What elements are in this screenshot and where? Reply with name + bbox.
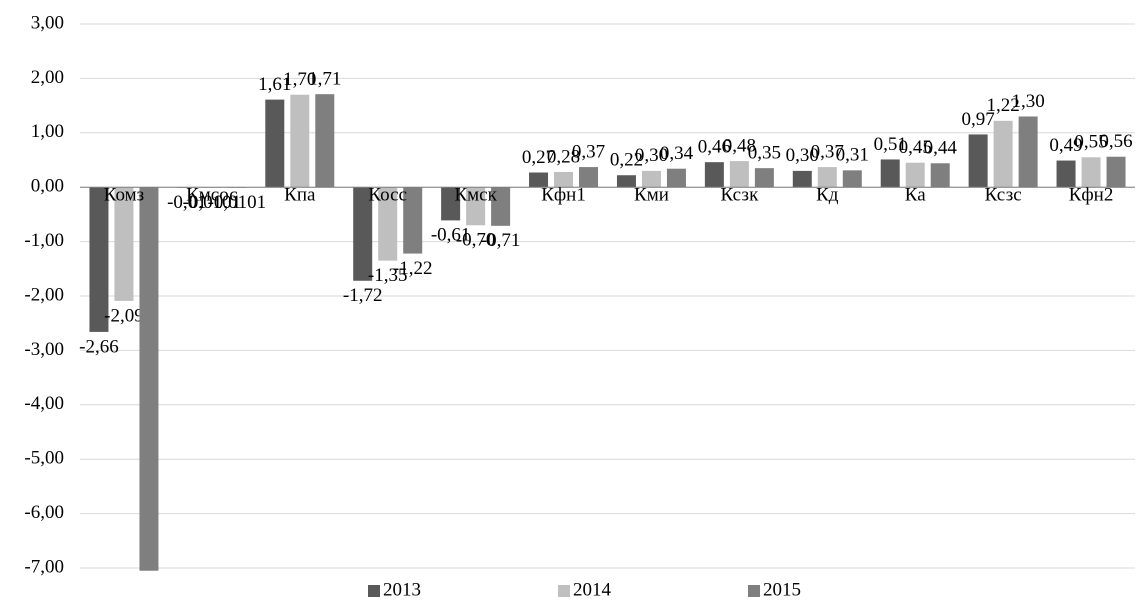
data-label: 0,51	[874, 134, 907, 155]
data-label: 0,56	[1099, 131, 1132, 152]
x-tick-label: Кпа	[284, 185, 316, 206]
bar	[641, 170, 661, 188]
y-tick-label: 0,00	[31, 176, 64, 197]
x-tick-label: Кмсос	[186, 185, 238, 206]
bar	[729, 161, 749, 188]
data-label: -1,35	[368, 265, 408, 286]
data-label: -1,22	[393, 258, 433, 279]
data-label: 1,61	[258, 74, 291, 95]
bar	[114, 187, 134, 301]
bar	[1018, 116, 1038, 188]
x-tick-label: Ксзк	[720, 185, 759, 206]
bar	[880, 159, 900, 188]
data-label: 0,31	[836, 145, 869, 166]
data-label: -0,61	[431, 225, 471, 246]
data-label: 0,46	[698, 137, 731, 158]
bar	[491, 187, 511, 226]
bar	[817, 167, 837, 188]
x-tick-label: Косс	[368, 185, 407, 206]
legend-swatch	[368, 585, 380, 597]
data-label: 1,22	[987, 95, 1020, 116]
data-label: 0,34	[660, 143, 694, 164]
y-tick-label: -2,00	[24, 284, 64, 305]
legend-label: 2013	[383, 579, 421, 600]
y-tick-label: -6,00	[24, 502, 64, 523]
data-label: 1,30	[1012, 91, 1045, 112]
bar	[265, 99, 285, 188]
bar	[968, 134, 988, 188]
data-label: 0,37	[572, 141, 605, 162]
bar	[930, 163, 950, 188]
bar	[315, 94, 335, 188]
bar	[1056, 160, 1076, 188]
bar	[139, 187, 159, 571]
data-label: 0,55	[1074, 132, 1107, 153]
bar	[666, 168, 686, 188]
data-label: 0,48	[723, 135, 756, 156]
x-tick-label: Кми	[634, 185, 669, 206]
x-tick-label: Кфн1	[541, 185, 586, 206]
legend-swatch	[748, 585, 760, 597]
x-tick-label: Комз	[104, 185, 144, 206]
data-label: 0,27	[522, 147, 555, 168]
bar	[89, 187, 109, 332]
y-tick-label: 3,00	[31, 12, 64, 33]
data-label: -1,72	[343, 285, 383, 306]
data-label: -2,09	[104, 305, 144, 326]
data-label: 0,28	[547, 146, 580, 167]
y-tick-label: 1,00	[31, 121, 64, 142]
bar	[290, 94, 310, 188]
bar	[529, 172, 549, 188]
bar	[792, 170, 812, 188]
data-label: 0,30	[786, 145, 819, 166]
bar	[905, 162, 925, 188]
data-label: 0,35	[748, 143, 781, 164]
x-tick-label: Кд	[816, 185, 839, 206]
data-label: 0,30	[635, 145, 668, 166]
data-label: -0,71	[481, 230, 521, 251]
bar	[993, 120, 1013, 188]
bar	[554, 171, 574, 188]
data-label: -0,70	[456, 230, 496, 251]
data-label: 0,97	[962, 109, 995, 130]
data-label: 0,44	[924, 138, 958, 159]
legend-label: 2015	[763, 579, 801, 600]
bar	[579, 167, 599, 188]
bar	[842, 170, 862, 188]
bar	[441, 187, 461, 221]
y-tick-label: 2,00	[31, 67, 64, 88]
bar	[466, 187, 486, 226]
x-tick-label: Кфн2	[1069, 185, 1114, 206]
y-tick-label: -3,00	[24, 339, 64, 360]
bar	[378, 187, 398, 261]
bar	[353, 187, 373, 281]
bar	[403, 187, 423, 254]
legend-swatch	[558, 585, 570, 597]
y-tick-label: -1,00	[24, 230, 64, 251]
bar	[616, 175, 636, 188]
data-label: 1,70	[283, 69, 316, 90]
data-label: -2,66	[79, 336, 119, 357]
x-tick-label: Ка	[905, 185, 926, 206]
data-label: 1,71	[308, 69, 341, 90]
y-tick-label: -7,00	[24, 556, 64, 577]
data-label: 0,22	[610, 150, 643, 171]
data-label: 0,45	[899, 137, 932, 158]
data-label: -0,0101	[183, 192, 242, 213]
legend-label: 2014	[573, 579, 612, 600]
bar	[704, 162, 724, 188]
data-label: 0,49	[1049, 135, 1082, 156]
data-label: -0,0101	[208, 192, 267, 213]
bar	[754, 168, 774, 188]
bar	[1106, 156, 1126, 188]
data-label: 0,37	[811, 141, 844, 162]
x-tick-label: Кмск	[454, 185, 497, 206]
y-tick-label: -5,00	[24, 448, 64, 469]
data-label: -0,01	[167, 192, 207, 213]
bar	[1081, 157, 1101, 188]
x-tick-label: Ксзс	[985, 185, 1022, 206]
y-tick-label: -4,00	[24, 393, 64, 414]
